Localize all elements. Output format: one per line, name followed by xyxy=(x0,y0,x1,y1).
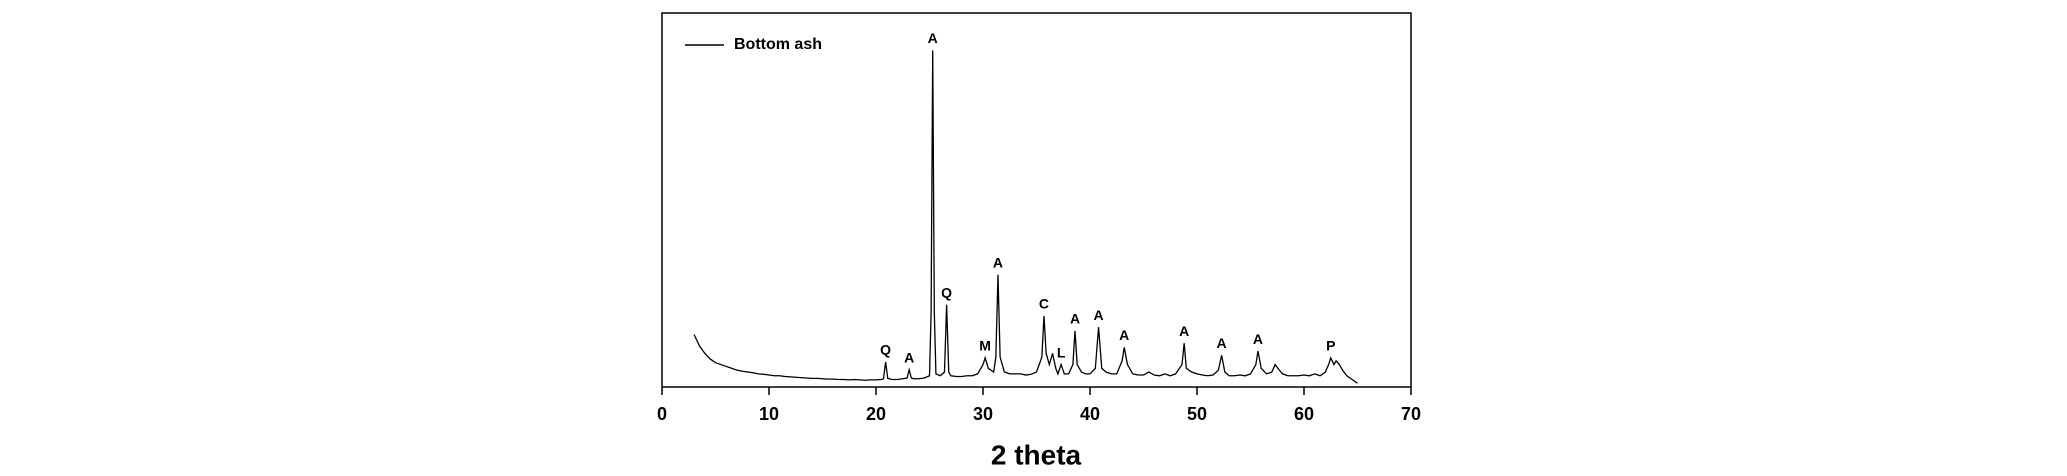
peak-label: Q xyxy=(941,284,952,300)
peak-label: C xyxy=(1039,296,1049,312)
x-tick-label: 0 xyxy=(657,404,667,424)
peak-label: P xyxy=(1326,338,1335,354)
peak-label: A xyxy=(1119,327,1129,343)
x-axis-label: 2 theta xyxy=(991,439,1082,470)
peak-label: A xyxy=(1179,323,1189,339)
peak-label: A xyxy=(1093,307,1103,323)
data-line xyxy=(693,50,1358,384)
x-tick-label: 40 xyxy=(1080,404,1100,424)
peak-label: A xyxy=(928,30,938,46)
legend-label: Bottom ash xyxy=(734,36,822,53)
peak-label: A xyxy=(904,349,914,365)
peak-label: A xyxy=(1253,331,1263,347)
peak-label: A xyxy=(1217,335,1227,351)
peak-label: L xyxy=(1057,344,1066,360)
plot-frame xyxy=(661,12,1412,388)
peak-label: A xyxy=(993,255,1003,271)
peak-label: A xyxy=(1070,311,1080,327)
x-tick-label: 30 xyxy=(973,404,993,424)
peak-label: M xyxy=(979,338,991,354)
x-tick-label: 10 xyxy=(759,404,779,424)
x-tick-label: 60 xyxy=(1294,404,1314,424)
x-tick-label: 70 xyxy=(1401,404,1421,424)
peak-label: Q xyxy=(880,342,891,358)
x-tick-label: 20 xyxy=(866,404,886,424)
x-tick-label: 50 xyxy=(1187,404,1207,424)
